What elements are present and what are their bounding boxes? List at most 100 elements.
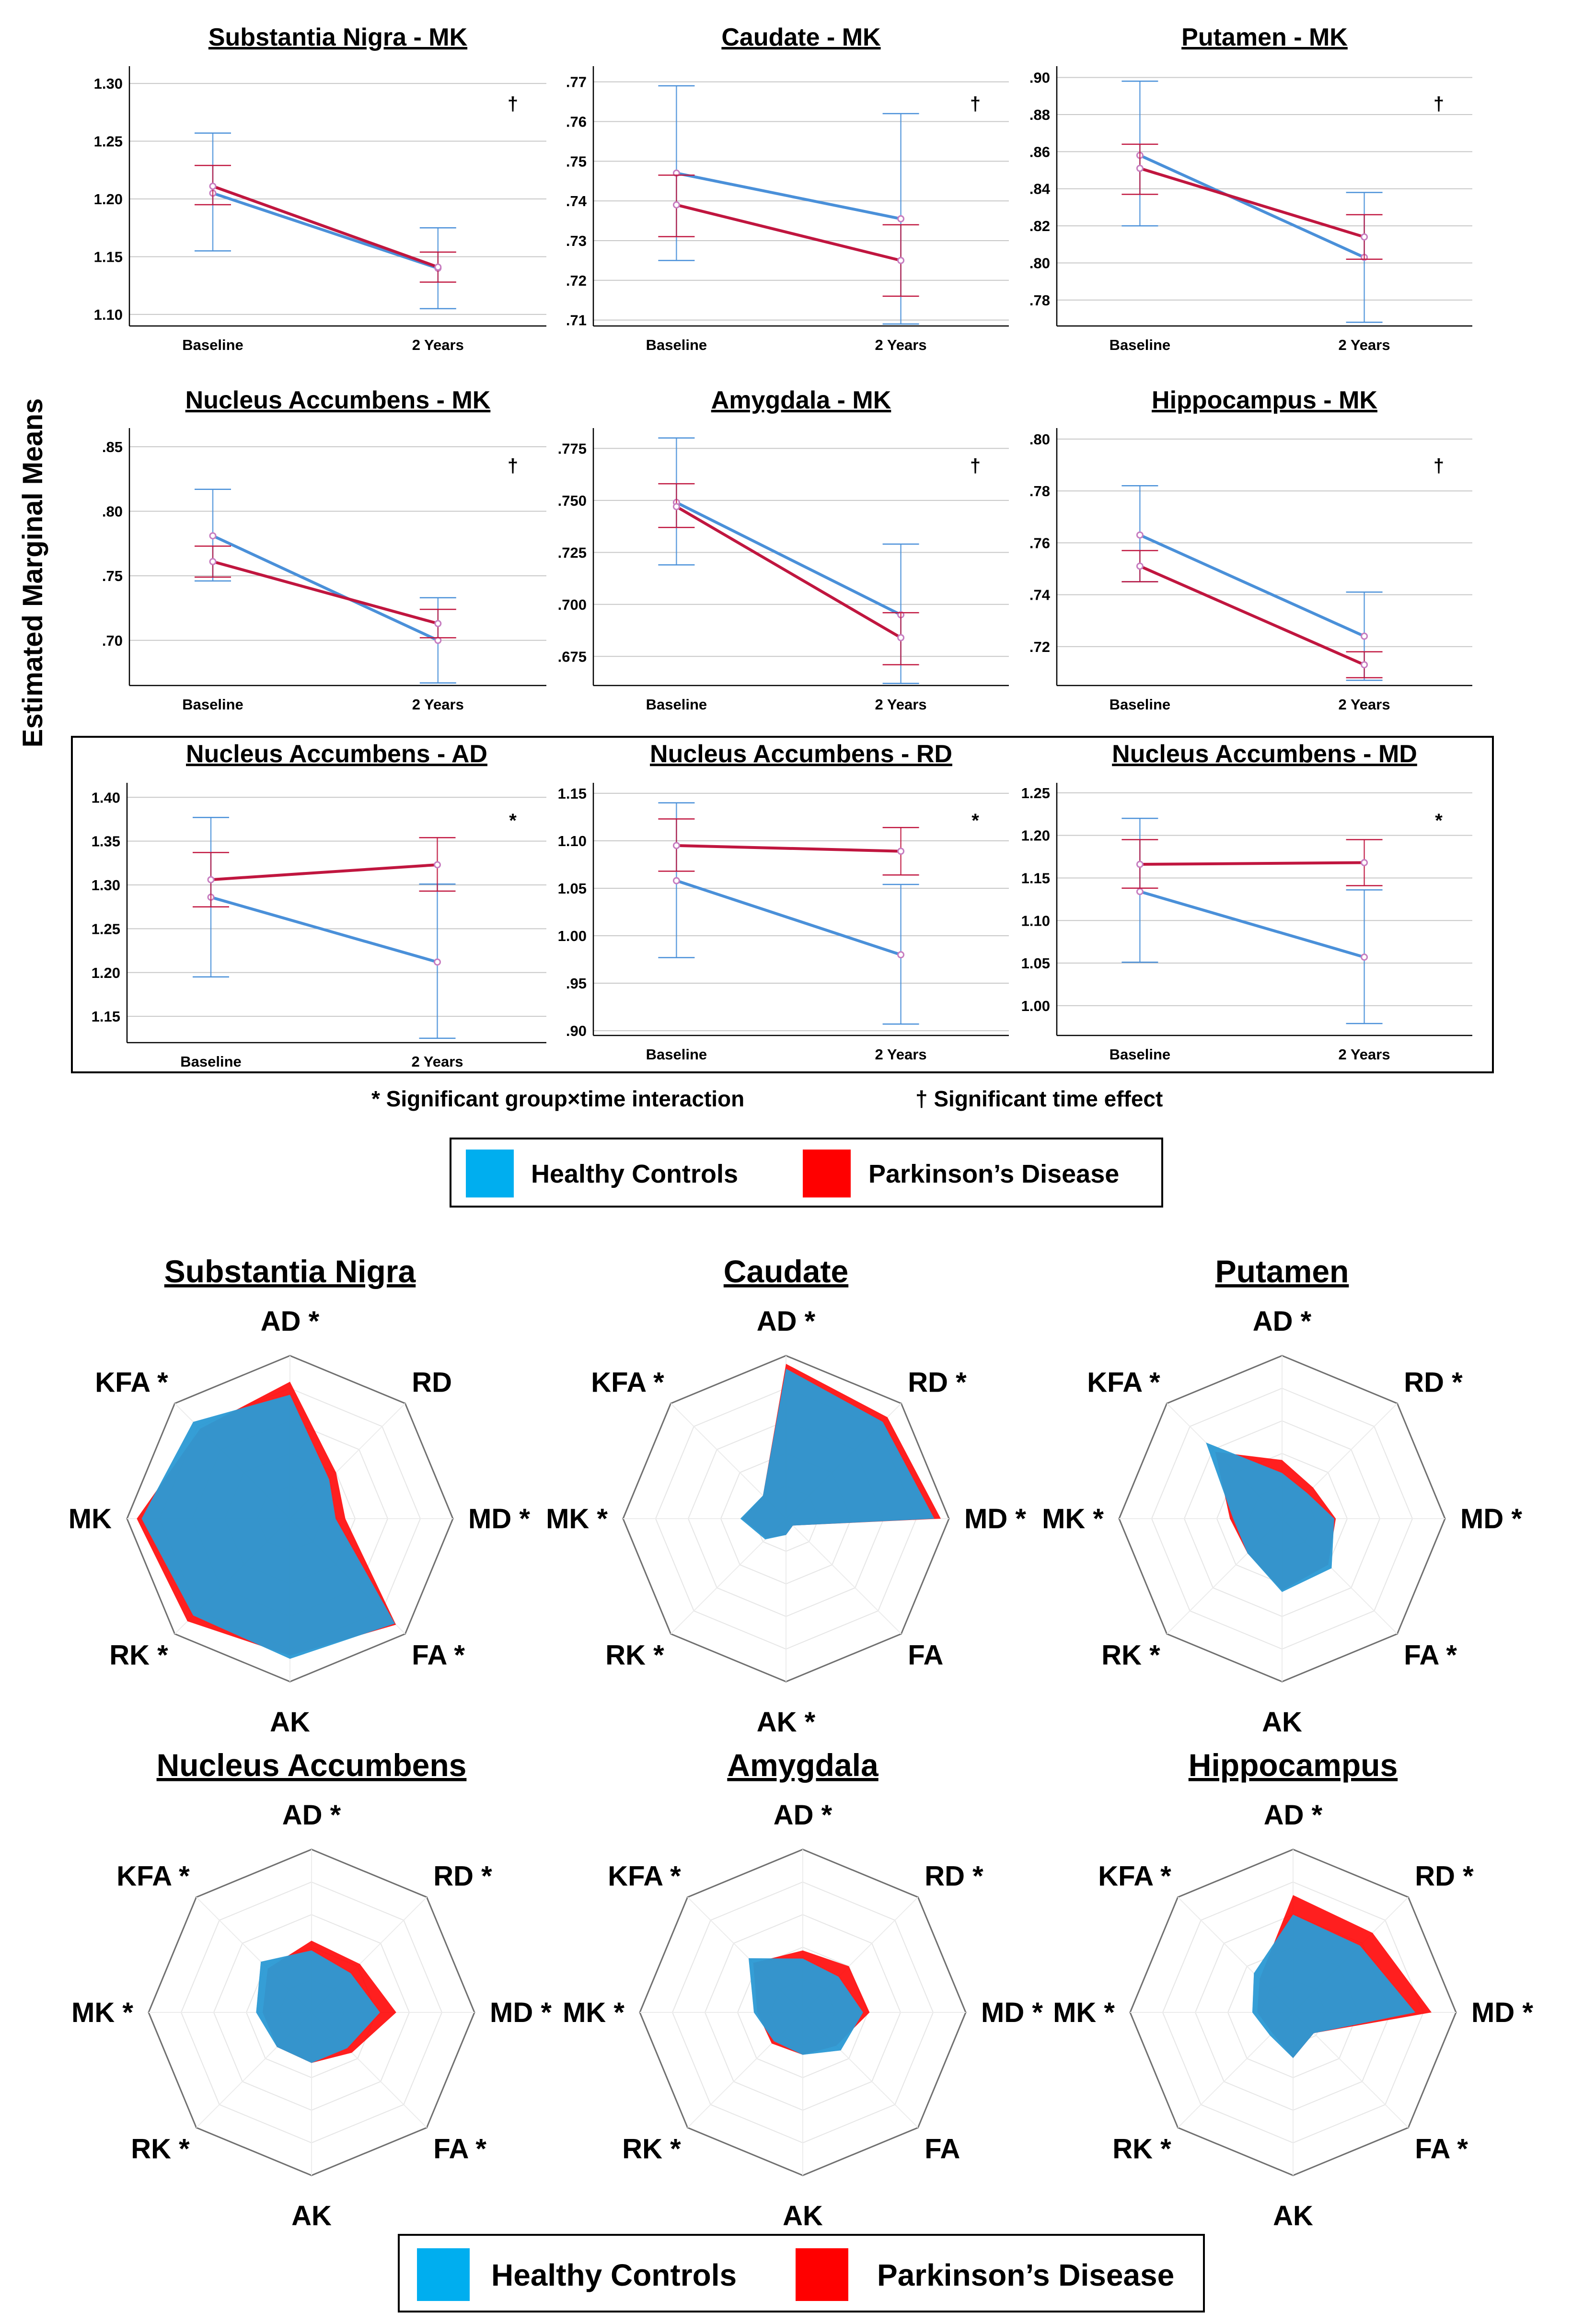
radar-chart-hippocampus-axis-label: AD * xyxy=(1264,1800,1323,1831)
radar-chart-nucleus-accumbens-axis-label: AD * xyxy=(282,1800,341,1831)
line-chart-nucleus-accumbens-rd-parkinson-s-disease-line xyxy=(676,844,901,853)
line-chart-amygdala-mk-healthy-controls-line xyxy=(676,501,902,616)
radar-chart-putamen: Putamen AD * RD * MD * FA * AK RK * MK * KFA * xyxy=(1042,1254,1522,1738)
line-chart-nucleus-accumbens-mk-x-tick-label: 2 Years xyxy=(412,696,464,713)
radar-chart-hippocampus-axis-label: AK xyxy=(1273,2200,1313,2231)
radar-chart-substantia-nigra: Substantia Nigra AD * RD MD * FA * AK RK * MK KF… xyxy=(69,1254,531,1738)
radar-chart-substantia-nigra-axis-label: MK xyxy=(69,1503,112,1534)
line-chart-substantia-nigra-mk-title: Substantia Nigra - MK xyxy=(208,23,468,51)
radar-chart-caudate-axis-label: MD * xyxy=(964,1503,1026,1534)
radar-chart-caudate-axis-label: AD * xyxy=(757,1306,816,1337)
radar-chart-amygdala: Amygdala AD * RD * MD * FA AK RK * MK * KFA * xyxy=(563,1747,1043,2231)
line-chart-nucleus-accumbens-mk-healthy-controls-point xyxy=(209,532,217,540)
line-chart-caudate-mk-y-tick-label: .76 xyxy=(566,114,587,130)
line-chart-amygdala-mk-x-tick-label: Baseline xyxy=(646,696,707,713)
line-chart-putamen-mk-healthy-controls-line xyxy=(1139,154,1365,259)
radar-chart-putamen-axis-label: MK * xyxy=(1042,1503,1104,1534)
line-chart-caudate-mk-title: Caudate - MK xyxy=(721,23,881,51)
legend-bottom-swatch-pd xyxy=(796,2248,848,2301)
line-chart-nucleus-accumbens-ad-healthy-controls-line xyxy=(210,895,438,964)
line-chart-hippocampus-mk-parkinson-s-disease-point xyxy=(1361,661,1368,669)
line-chart-caudate-mk-parkinson-s-disease-point xyxy=(672,201,680,209)
legend-top-swatch-hc xyxy=(466,1150,514,1197)
line-chart-nucleus-accumbens-rd: Nucleus Accumbens - RD .90 .95 1.00 1.05 1.10… xyxy=(558,740,1009,1063)
line-chart-nucleus-accumbens-rd-healthy-controls-point xyxy=(672,877,680,884)
line-chart-putamen-mk-significance-marker: † xyxy=(1433,93,1444,115)
line-chart-amygdala-mk-y-tick-label: .675 xyxy=(558,648,587,665)
line-chart-nucleus-accumbens-md-parkinson-s-disease-point xyxy=(1361,859,1368,866)
line-chart-hippocampus-mk-y-tick-label: .78 xyxy=(1029,483,1050,500)
line-chart-substantia-nigra-mk-x-tick-label: 2 Years xyxy=(412,337,464,353)
radar-chart-hippocampus-overlap-area xyxy=(1252,1915,1415,2058)
line-chart-nucleus-accumbens-ad-x-tick-label: 2 Years xyxy=(411,1053,463,1070)
radar-charts: Substantia Nigra AD * RD MD * FA * AK RK * MK KF… xyxy=(69,1254,1534,2231)
line-chart-putamen-mk-y-tick-label: .80 xyxy=(1029,255,1050,271)
line-chart-nucleus-accumbens-rd-significance-marker: * xyxy=(971,810,979,831)
line-chart-putamen-mk-y-tick-label: .86 xyxy=(1029,143,1050,160)
radar-chart-caudate-spoke xyxy=(786,1518,902,1635)
radar-chart-putamen-axis-label: RD * xyxy=(1404,1367,1463,1398)
radar-chart-amygdala-axis-label: AK xyxy=(783,2200,823,2231)
line-chart-hippocampus-mk-y-tick-label: .74 xyxy=(1029,587,1051,604)
line-chart-nucleus-accumbens-rd-parkinson-s-disease-point xyxy=(672,842,680,849)
line-chart-substantia-nigra-mk-parkinson-s-disease-point xyxy=(434,263,442,271)
radar-chart-amygdala-axis-label: MK * xyxy=(563,1997,624,2028)
line-chart-putamen-mk-x-tick-label: Baseline xyxy=(1110,337,1171,353)
line-chart-amygdala-mk-significance-marker: † xyxy=(970,455,981,476)
radar-chart-putamen-overlap-area xyxy=(1206,1442,1334,1592)
radar-chart-putamen-axis-label: AD * xyxy=(1253,1306,1312,1337)
line-chart-nucleus-accumbens-ad-y-tick-label: 1.40 xyxy=(92,789,120,806)
line-chart-hippocampus-mk-y-tick-label: .80 xyxy=(1029,431,1050,448)
line-chart-substantia-nigra-mk-y-tick-label: 1.30 xyxy=(94,75,123,92)
line-chart-putamen-mk: Putamen - MK .78 .80 .82 .84 .86 .88 .90 Baselin… xyxy=(1029,23,1472,353)
legend-top-label-hc: Healthy Controls xyxy=(531,1160,738,1188)
line-chart-substantia-nigra-mk-y-tick-label: 1.15 xyxy=(94,248,123,265)
line-chart-putamen-mk-y-tick-label: .88 xyxy=(1029,106,1050,123)
y-axis-label: Estimated Marginal Means xyxy=(17,398,48,747)
line-chart-substantia-nigra-mk-parkinson-s-disease-point xyxy=(209,183,217,190)
line-chart-caudate-mk-healthy-controls-line xyxy=(676,172,902,221)
line-chart-caudate-mk-y-tick-label: .73 xyxy=(566,232,587,249)
line-chart-nucleus-accumbens-mk-y-tick-label: .70 xyxy=(102,632,123,649)
line-chart-caudate-mk-y-tick-label: .74 xyxy=(566,193,587,209)
line-chart-hippocampus-mk-title: Hippocampus - MK xyxy=(1152,386,1377,414)
line-chart-nucleus-accumbens-ad: Nucleus Accumbens - AD 1.15 1.20 1.25 1.30 1.… xyxy=(92,740,546,1070)
line-chart-nucleus-accumbens-rd-y-tick-label: 1.15 xyxy=(558,785,587,802)
line-chart-nucleus-accumbens-md-y-tick-label: 1.25 xyxy=(1021,785,1050,802)
radar-chart-hippocampus-axis-label: FA * xyxy=(1415,2133,1468,2164)
radar-chart-substantia-nigra-axis-label: MD * xyxy=(468,1503,530,1534)
line-chart-substantia-nigra-mk-y-tick-label: 1.25 xyxy=(94,133,123,150)
line-chart-caudate-mk-x-tick-label: Baseline xyxy=(646,337,707,353)
line-chart-nucleus-accumbens-mk-parkinson-s-disease-point xyxy=(434,620,442,627)
radar-chart-substantia-nigra-axis-label: FA * xyxy=(412,1639,465,1671)
line-chart-nucleus-accumbens-md-y-tick-label: 1.15 xyxy=(1021,870,1050,886)
line-chart-nucleus-accumbens-ad-healthy-controls-point xyxy=(434,958,441,966)
line-chart-putamen-mk-y-tick-label: .90 xyxy=(1029,70,1050,86)
radar-chart-hippocampus-axis-label: MD * xyxy=(1471,1997,1533,2028)
radar-chart-caudate-axis-label: MK * xyxy=(546,1503,608,1534)
line-chart-nucleus-accumbens-md-significance-marker: * xyxy=(1435,810,1443,831)
line-chart-caudate-mk: Caudate - MK .71 .72 .73 .74 .75 .76 .77 Baselin… xyxy=(566,23,1009,353)
line-chart-nucleus-accumbens-ad-x-tick-label: Baseline xyxy=(180,1053,242,1070)
line-chart-amygdala-mk: Amygdala - MK .675 .700 .725 .750 .775 Baselin… xyxy=(558,386,1009,713)
line-chart-amygdala-mk-y-tick-label: .725 xyxy=(558,544,587,561)
line-chart-nucleus-accumbens-md-parkinson-s-disease-point xyxy=(1136,860,1144,868)
line-chart-nucleus-accumbens-md-y-tick-label: 1.20 xyxy=(1021,827,1050,844)
legend-bottom: Healthy Controls Parkinson’s Disease xyxy=(398,2234,1205,2312)
line-chart-hippocampus-mk-healthy-controls-line xyxy=(1139,534,1365,638)
radar-chart-caudate-axis-label: AK * xyxy=(757,1707,816,1738)
line-chart-nucleus-accumbens-mk-y-tick-label: .80 xyxy=(102,503,123,520)
radar-chart-caudate-axis-label: RK * xyxy=(605,1639,664,1671)
line-chart-hippocampus-mk-significance-marker: † xyxy=(1433,455,1444,476)
line-chart-substantia-nigra-mk-y-tick-label: 1.10 xyxy=(94,306,123,323)
line-chart-nucleus-accumbens-mk: Nucleus Accumbens - MK .70 .75 .80 .85 Baseli… xyxy=(102,386,546,713)
line-chart-putamen-mk-parkinson-s-disease-point xyxy=(1136,164,1144,172)
line-chart-hippocampus-mk-parkinson-s-disease-point xyxy=(1136,562,1144,570)
line-chart-hippocampus-mk: Hippocampus - MK .72 .74 .76 .78 .80 Baseline 2… xyxy=(1029,386,1472,713)
line-chart-putamen-mk-parkinson-s-disease-line xyxy=(1139,167,1365,239)
radar-chart-nucleus-accumbens-axis-label: KFA * xyxy=(116,1861,190,1892)
radar-chart-substantia-nigra-axis-label: RK * xyxy=(109,1639,168,1671)
line-chart-amygdala-mk-parkinson-s-disease-point xyxy=(897,634,905,641)
line-chart-nucleus-accumbens-rd-y-tick-label: .95 xyxy=(566,975,587,992)
line-chart-nucleus-accumbens-ad-y-tick-label: 1.30 xyxy=(92,877,120,894)
